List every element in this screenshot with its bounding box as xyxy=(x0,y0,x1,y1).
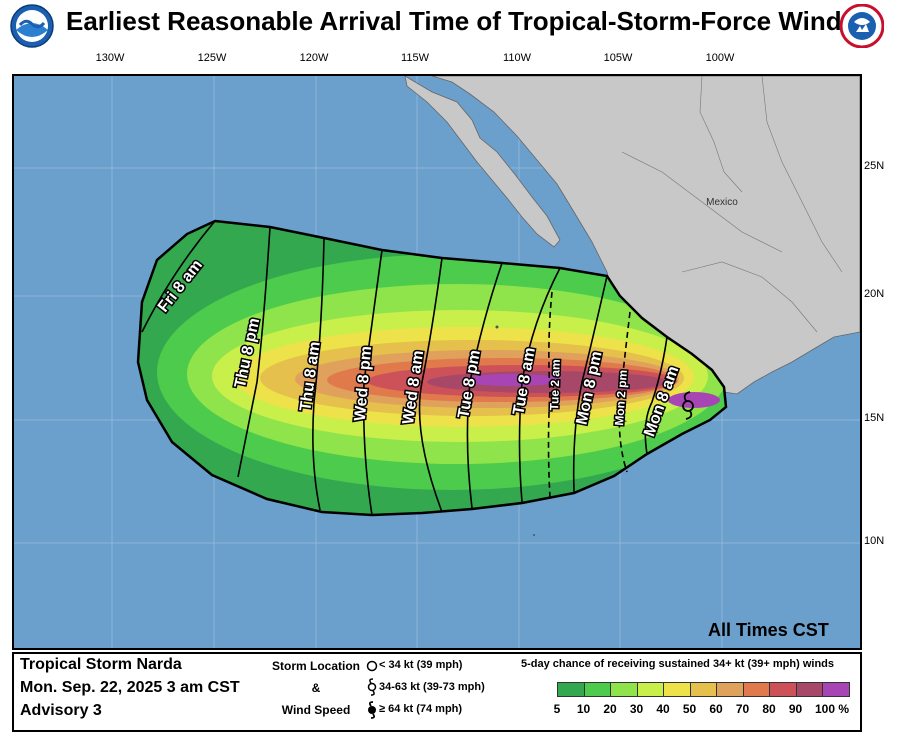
page-title: Earliest Reasonable Arrival Time of Trop… xyxy=(66,6,857,36)
chance-swatch xyxy=(663,682,691,697)
place-label-mexico: Mexico xyxy=(706,197,738,208)
chance-swatch xyxy=(742,682,770,697)
chance-swatch xyxy=(716,682,744,697)
chance-level-label: 60 xyxy=(709,702,723,716)
chance-swatch xyxy=(610,682,638,697)
legend-panel: Tropical Storm Narda Mon. Sep. 22, 2025 … xyxy=(12,652,862,732)
chance-level-label: 70 xyxy=(735,702,750,716)
lon-label-115w: 115W xyxy=(401,52,429,64)
baja-california xyxy=(404,76,561,248)
storm-symbol xyxy=(682,391,694,420)
chance-swatch xyxy=(822,682,850,697)
map-panel: Mexico Fri 8 am Thu 8 pm Thu 8 am Wed 8 … xyxy=(12,74,862,650)
chance-level-label: 10 xyxy=(576,702,591,716)
storm-name: Tropical Storm Narda xyxy=(20,656,182,673)
lon-label-110w: 110W xyxy=(503,52,531,64)
chance-swatch xyxy=(769,682,797,697)
hurricane-icon xyxy=(368,701,376,719)
loc-item-below-34kt: < 34 kt (39 mph) xyxy=(379,659,463,671)
swath-outline xyxy=(136,219,728,517)
lat-label-15n: 15N xyxy=(864,412,885,424)
chance-title: 5-day chance of receiving sustained 34+ … xyxy=(521,658,834,670)
lon-label-105w: 105W xyxy=(603,52,633,64)
chance-level-label: 5 xyxy=(553,702,561,716)
title-bar: Earliest Reasonable Arrival Time of Trop… xyxy=(0,0,897,48)
lat-label-10n: 10N xyxy=(864,535,885,547)
chance-swatch xyxy=(557,682,585,697)
lon-label-120w: 120W xyxy=(299,52,329,64)
all-times-label: All Times CST xyxy=(708,620,829,640)
time-contours-dashed xyxy=(547,291,631,499)
chance-level-label: 100 % xyxy=(814,702,850,716)
chance-swatch xyxy=(636,682,664,697)
nws-logo xyxy=(840,4,884,48)
advisory-number: Advisory 3 xyxy=(20,702,102,719)
chance-swatch xyxy=(583,682,611,697)
loc-item-64kt: ≥ 64 kt (74 mph) xyxy=(379,703,463,715)
map-svg: Mexico Fri 8 am Thu 8 pm Thu 8 am Wed 8 … xyxy=(14,76,860,648)
noaa-logo xyxy=(10,4,54,48)
storm-location-ampersand: & xyxy=(311,681,321,695)
storm-date: Mon. Sep. 22, 2025 3 am CST xyxy=(20,679,240,696)
chance-level-label: 80 xyxy=(762,702,776,716)
time-contours xyxy=(141,220,668,516)
tropical-storm-icon xyxy=(367,678,377,696)
lon-label-125w: 125W xyxy=(197,52,227,64)
chance-swatch xyxy=(795,682,823,697)
chance-level-label: 30 xyxy=(629,702,644,716)
weak-storm-icon xyxy=(366,660,378,672)
lat-label-20n: 20N xyxy=(864,288,885,300)
island xyxy=(495,325,499,329)
wind-speed-title: Wind Speed xyxy=(281,703,351,717)
storm-location-title: Storm Location xyxy=(271,659,360,673)
lon-label-130w: 130W xyxy=(95,52,125,64)
time-label-mon-2pm: Mon 2 pm xyxy=(612,369,630,426)
loc-item-34-63kt: 34-63 kt (39-73 mph) xyxy=(379,681,485,693)
chance-level-label: 90 xyxy=(788,702,803,716)
chance-level-label: 50 xyxy=(682,702,697,716)
time-label-tue-2am: Tue 2 am xyxy=(547,359,563,411)
island xyxy=(533,534,535,536)
lon-label-100w: 100W xyxy=(705,52,735,64)
chance-swatch xyxy=(689,682,717,697)
chance-level-label: 20 xyxy=(603,702,617,716)
chance-level-label: 40 xyxy=(656,702,670,716)
lat-label-25n: 25N xyxy=(864,160,885,172)
